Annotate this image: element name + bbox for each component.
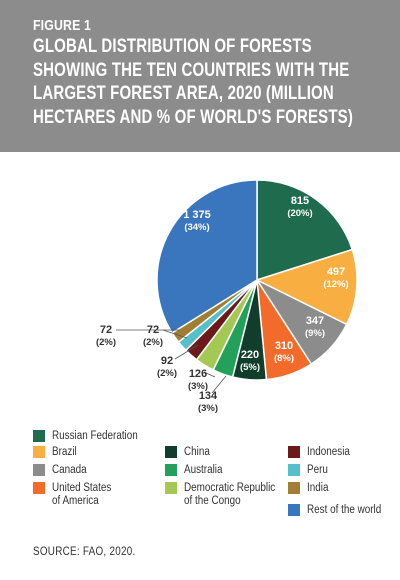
slice-percent-label: (34%) (184, 222, 209, 233)
figure-header: FIGURE 1 GLOBAL DISTRIBUTION OF FORESTS … (0, 0, 400, 152)
source-note: SOURCE: FAO, 2020. (33, 546, 136, 558)
legend-label: Indonesia (307, 446, 350, 458)
leader-line (203, 371, 216, 378)
slice-percent-label: (2%) (143, 337, 163, 348)
slice-percent-label: (5%) (240, 362, 260, 373)
legend-swatch (33, 464, 45, 476)
slice-percent-label: (20%) (287, 208, 312, 219)
figure-label: FIGURE 1 (33, 17, 92, 34)
legend-item: Canada (33, 464, 92, 477)
legend-swatch (288, 482, 300, 494)
legend-label: Democratic Republic of the Congo (184, 482, 276, 507)
pie-slice-russian-federation (256, 179, 354, 282)
leader-line (162, 329, 188, 339)
legend-item: Brazil (33, 446, 81, 459)
slice-percent-label: (8%) (274, 353, 294, 364)
legend-swatch (165, 464, 177, 476)
chart-legend: Russian Federation Brazil Canada United Sta… (0, 430, 400, 530)
legend-swatch (288, 464, 300, 476)
legend-swatch (165, 446, 177, 458)
slice-value-label: 72 (100, 324, 112, 336)
slice-percent-label: (3%) (188, 381, 208, 392)
legend-item: Democratic Republic of the Congo (165, 482, 290, 507)
legend-label: United States of America (52, 482, 112, 507)
legend-swatch (288, 504, 300, 516)
slice-percent-label: (3%) (198, 403, 218, 414)
pie-chart: 815(20%) 497(12%) 347(9%) 310(8%) 220(5%) 134… (96, 179, 358, 414)
legend-item: Russian Federation (33, 430, 152, 443)
slice-percent-label: (12%) (323, 279, 348, 290)
legend-item: Australia (165, 464, 229, 477)
slice-value-label: 92 (161, 355, 173, 367)
legend-swatch (33, 482, 45, 494)
slice-value-label: 310 (275, 340, 293, 352)
slice-value-label: 220 (241, 349, 259, 361)
leader-line (211, 375, 227, 394)
legend-label: Russian Federation (52, 430, 138, 442)
legend-item: China (165, 446, 214, 459)
legend-label: Canada (52, 464, 87, 476)
legend-swatch (288, 446, 300, 458)
slice-value-label: 126 (189, 368, 207, 380)
slice-percent-label: (2%) (96, 337, 116, 348)
slice-value-label: 497 (327, 266, 345, 278)
legend-item: United States of America (33, 482, 121, 507)
slice-value-label: 815 (291, 195, 309, 207)
legend-label: Australia (184, 464, 223, 476)
legend-label: Rest of the world (307, 504, 382, 516)
legend-item: Rest of the world (288, 504, 393, 517)
slice-value-label: 347 (306, 315, 324, 327)
figure-title: GLOBAL DISTRIBUTION OF FORESTS SHOWING T… (33, 36, 353, 128)
legend-swatch (33, 446, 45, 458)
legend-item: Indonesia (288, 446, 357, 459)
legend-label: Brazil (52, 446, 77, 458)
slice-percent-label: (2%) (157, 368, 177, 379)
legend-label: Peru (307, 464, 328, 476)
legend-item: India (288, 482, 332, 495)
leader-line (174, 344, 199, 360)
legend-swatch (33, 430, 45, 442)
legend-item: Peru (288, 464, 331, 477)
slice-value-label: 1 375 (183, 209, 211, 221)
legend-label: India (307, 482, 329, 494)
slice-percent-label: (9%) (305, 328, 325, 339)
pie-slice-rest-of-the-world (156, 179, 258, 334)
slice-value-label: 134 (199, 390, 218, 402)
legend-swatch (165, 482, 177, 494)
pie-slice-brazil (255, 248, 358, 326)
legend-label: China (184, 446, 210, 458)
